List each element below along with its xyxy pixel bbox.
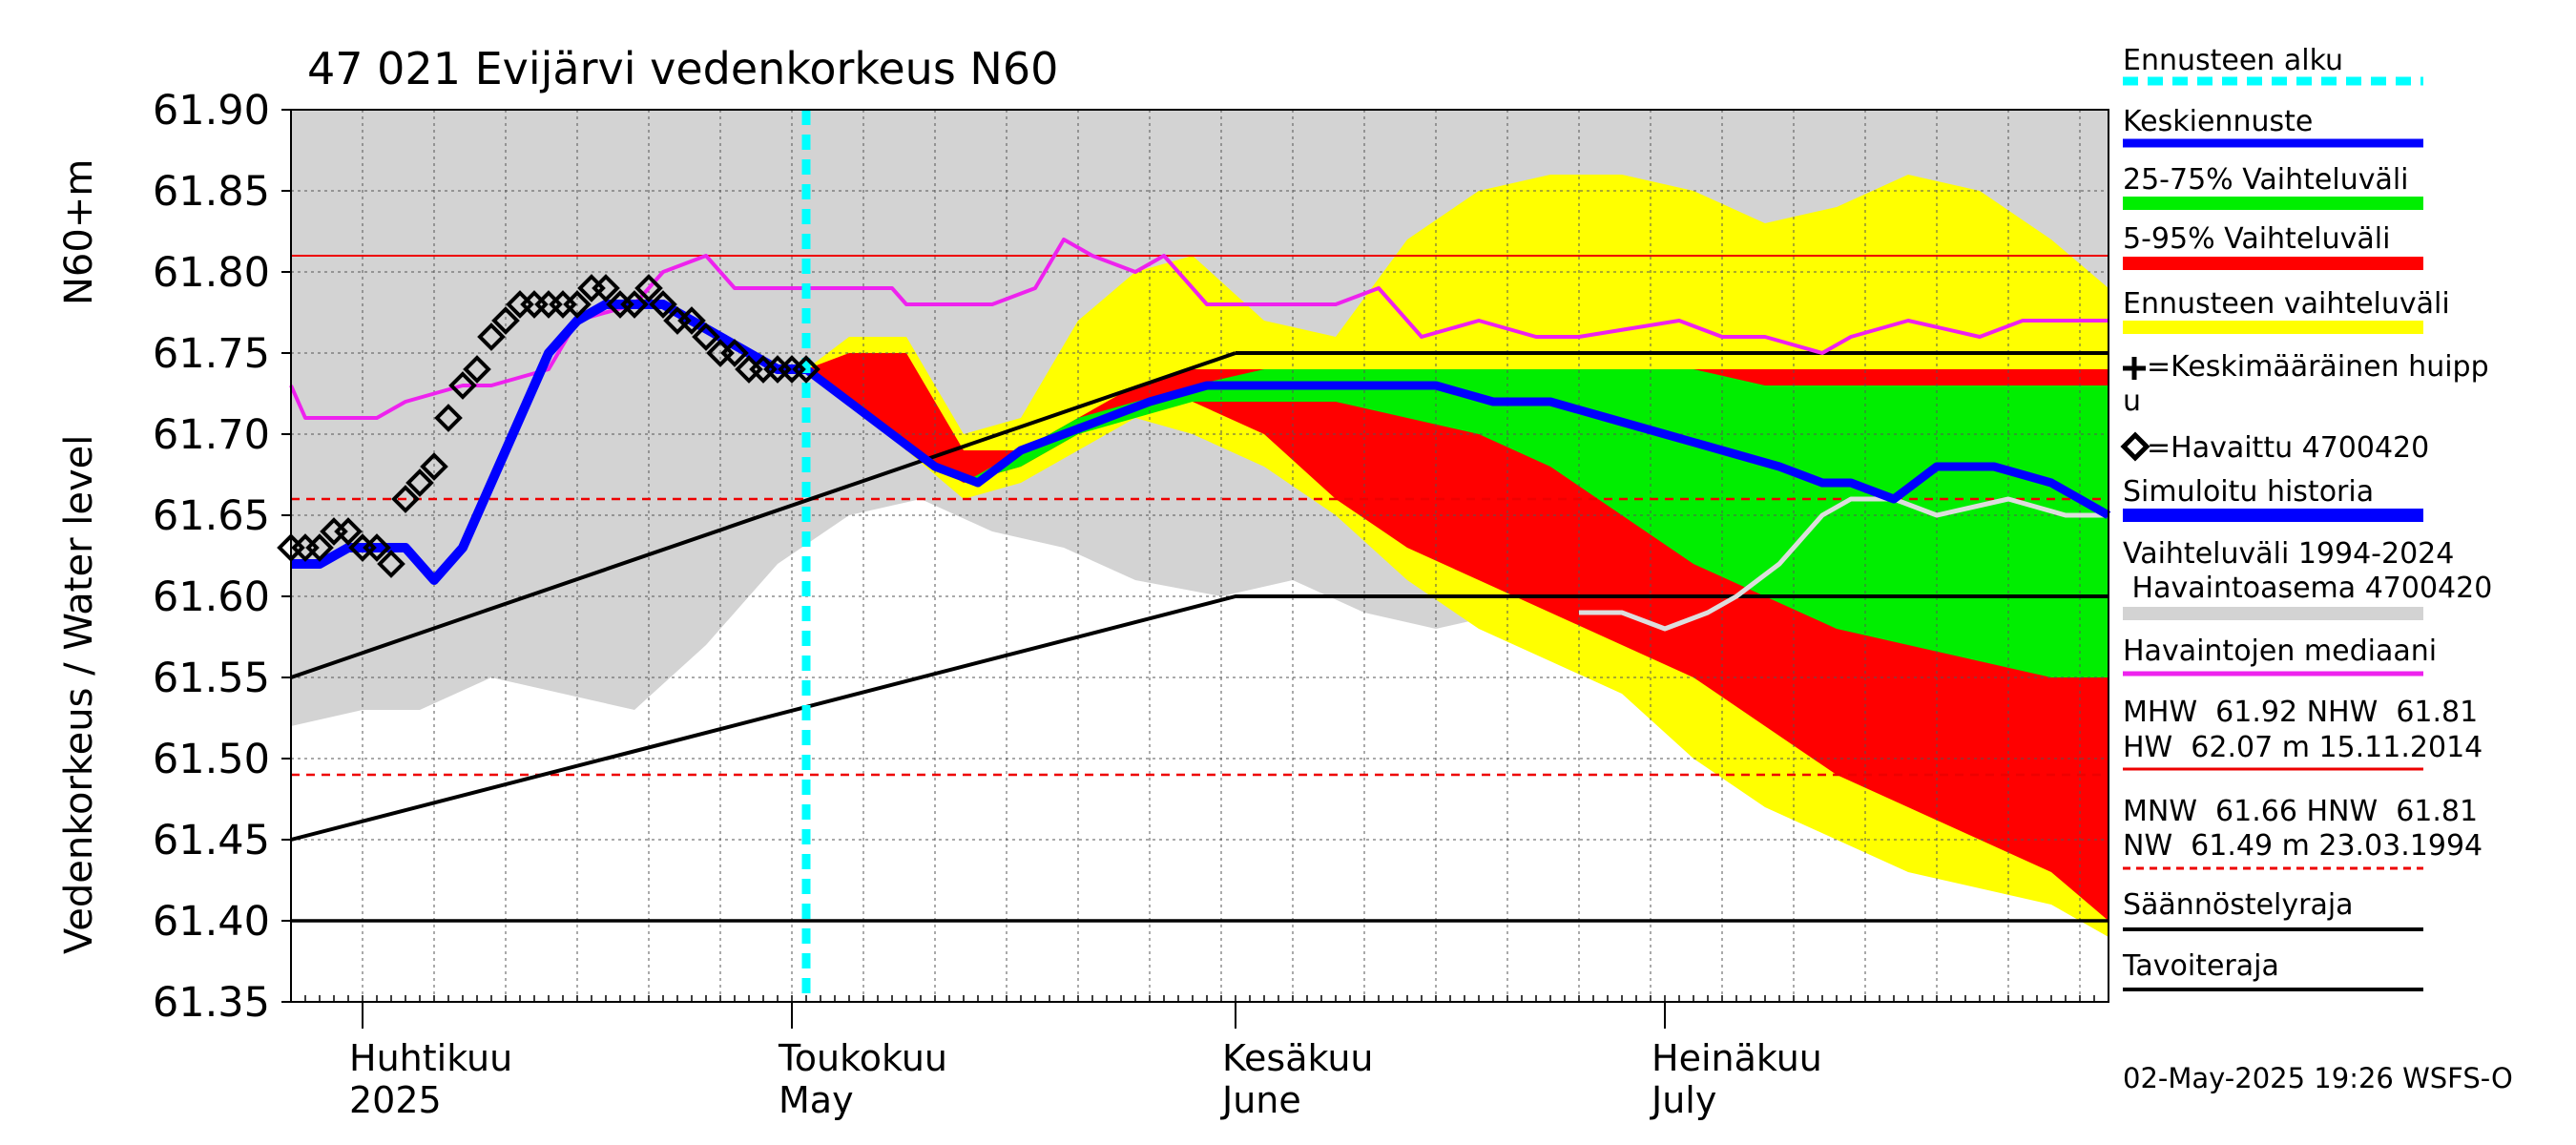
observation-point (463, 355, 491, 384)
legend-keskiennuste: Keskiennuste (2123, 105, 2313, 138)
y-tick-label: 61.35 (153, 979, 270, 1027)
legend-ennusteen-vaihteluvali: Ennusteen vaihteluväli (2123, 287, 2450, 321)
observation-point (563, 290, 592, 319)
observation-point (448, 371, 477, 400)
observation-point (434, 404, 463, 432)
x-month-sublabel: May (779, 1079, 854, 1121)
x-month-label: Kesäkuu (1222, 1037, 1374, 1079)
legend-5-95: 5-95% Vaihteluväli (2123, 222, 2390, 256)
x-month-label: Toukokuu (778, 1037, 947, 1079)
tavoiteraja-line (290, 594, 2109, 842)
simulated-history-line (291, 300, 806, 585)
observation-markers (277, 274, 821, 578)
observation-point (477, 323, 506, 351)
legend-simuloitu-historia: Simuloitu historia (2123, 475, 2374, 509)
observation-point (334, 517, 363, 546)
axes: 61.90 61.85 61.80 61.75 61.70 61.65 61.60 61.55… (153, 87, 2109, 1121)
x-month-label: Huhtikuu (349, 1037, 512, 1079)
y-tick-label: 61.90 (153, 87, 270, 135)
observation-point (620, 290, 649, 319)
legend-keskimaarainen-huippu-cont: u (2123, 385, 2141, 418)
y-tick-label: 61.55 (153, 655, 270, 702)
y-axis-label: Vedenkorkeus / Water level (57, 435, 101, 954)
legend-hw: HW 62.07 m 15.11.2014 (2123, 731, 2483, 764)
legend-vaihteluvali-2: Havaintoasema 4700420 (2123, 572, 2492, 605)
x-month-label: Heinäkuu (1652, 1037, 1822, 1079)
median-line (289, 238, 2109, 420)
legend-saannostelyraja: Säännöstelyraja (2123, 888, 2354, 922)
observation-point (792, 355, 821, 384)
observation-point (391, 485, 420, 513)
observation-point (363, 533, 391, 562)
legend-mnw: MNW 61.66 HNW 61.81 (2123, 795, 2478, 828)
observation-point (720, 339, 749, 367)
y-tick-label: 61.75 (153, 330, 270, 378)
legend-tavoiteraja: Tavoiteraja (2122, 949, 2279, 983)
x-month-sublabel: June (1220, 1079, 1301, 1121)
legend-keskimaarainen-huippu: =Keskimääräinen huipp (2147, 350, 2489, 384)
y-tick-label: 61.50 (153, 736, 270, 783)
observation-point (649, 290, 677, 319)
observation-point (377, 550, 405, 578)
y-axis-unit-label: N60+m (57, 159, 101, 305)
observation-point (491, 306, 520, 335)
legend-25-75: 25-75% Vaihteluväli (2123, 163, 2409, 197)
y-tick-label: 61.65 (153, 492, 270, 540)
y-tick-label: 61.40 (153, 898, 270, 946)
y-tick-label: 61.45 (153, 817, 270, 864)
bands-layer (291, 110, 2109, 937)
diamond-icon (2120, 431, 2150, 462)
series-layer (289, 110, 2111, 1002)
keskimaarainen-huippu-line (290, 351, 1236, 679)
band-25-75 (806, 369, 2109, 677)
observation-point (305, 533, 334, 562)
legend-ennusteen-alku: Ennusteen alku (2123, 44, 2343, 77)
y-tick-label: 61.85 (153, 168, 270, 216)
y-tick-label: 61.80 (153, 249, 270, 297)
y-tick-label: 61.70 (153, 411, 270, 459)
legend-havaintojen-mediaani: Havaintojen mediaani (2123, 635, 2437, 668)
x-month-sublabel: July (1650, 1079, 1716, 1121)
footer-timestamp: 02-May-2025 19:26 WSFS-O (2123, 1062, 2513, 1094)
legend-nw: NW 61.49 m 23.03.1994 (2123, 829, 2483, 863)
observation-point (405, 468, 434, 497)
y-tick-label: 61.60 (153, 573, 270, 621)
observation-point (634, 274, 663, 302)
chart-title: 47 021 Evijärvi vedenkorkeus N60 (307, 43, 1058, 94)
station-range-line (1579, 496, 2109, 632)
mean-forecast-line (803, 365, 2111, 519)
plus-icon (2123, 357, 2146, 380)
legend-mhw: MHW 61.92 NHW 61.81 (2123, 696, 2478, 729)
plot-frame (290, 109, 2109, 1003)
observation-point (592, 274, 620, 302)
legend-vaihteluvali-1: Vaihteluväli 1994-2024 (2123, 537, 2454, 571)
legend: Ennusteen alku Keskiennuste 25-75% Vaiht… (2120, 44, 2492, 991)
legend-havaittu: =Havaittu 4700420 (2147, 431, 2429, 465)
observation-point (420, 452, 448, 481)
observation-point (692, 323, 720, 351)
x-month-sublabel: 2025 (349, 1079, 442, 1121)
observation-point (677, 306, 706, 335)
